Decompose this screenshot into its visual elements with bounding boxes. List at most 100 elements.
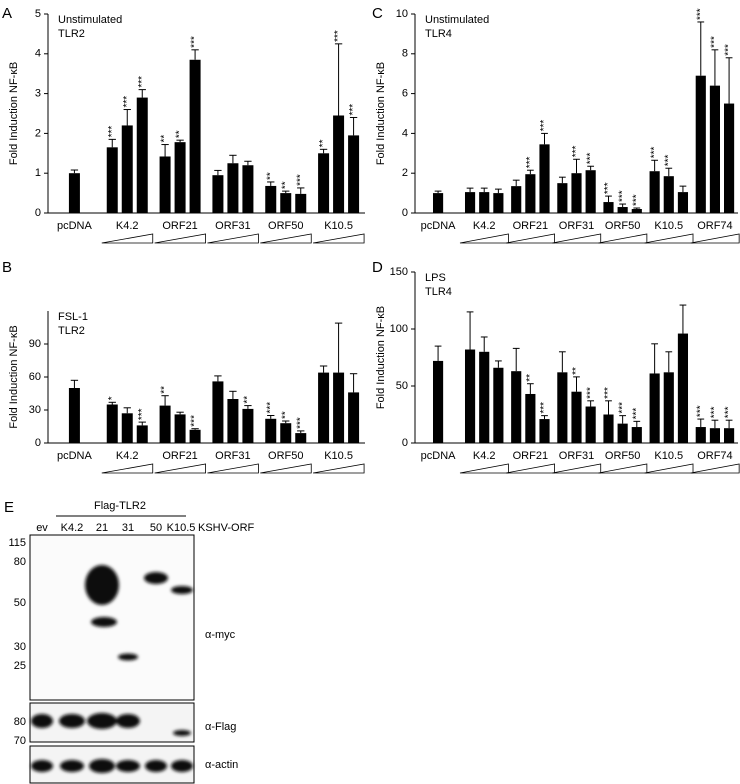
significance: ***: [348, 104, 359, 116]
bar: [68, 173, 80, 213]
blot-panel: E Flag-TLR2 ev K4.2 21 31 50 K10.5 KSHV-…: [4, 499, 255, 784]
dose-triangle: [690, 233, 740, 244]
y-axis-title: Fold Induction NF-κB: [375, 62, 387, 165]
chart-subtitle: TLR2: [58, 325, 85, 337]
bar: [631, 209, 642, 213]
chart-subtitle: TLR4: [425, 28, 452, 40]
significance: ***: [710, 406, 721, 418]
chart-subtitle: TLR2: [58, 28, 85, 40]
bar: [511, 371, 522, 443]
mw-marker: 80: [14, 556, 26, 568]
significance: ***: [539, 120, 550, 132]
panel-letter: A: [2, 5, 12, 22]
significance: ***: [631, 408, 642, 420]
bar: [724, 428, 735, 443]
y-tick-label: 0: [35, 207, 41, 219]
lane-label: ev: [36, 522, 48, 534]
bar: [677, 333, 689, 443]
significance: **: [525, 374, 536, 382]
significance: **: [280, 181, 291, 189]
y-tick-label: 0: [402, 207, 408, 219]
x-tick-label: K10.5: [324, 450, 353, 462]
bar: [557, 372, 568, 443]
y-axis-title: Fold Induction NF-κB: [375, 306, 387, 409]
bar: [212, 175, 224, 213]
dose-triangle: [101, 233, 154, 244]
y-tick-label: 2: [402, 167, 408, 179]
y-tick-label: 4: [402, 127, 408, 139]
dose-triangle: [207, 233, 259, 244]
dose-triangle: [260, 463, 312, 474]
significance: ***: [265, 402, 276, 414]
x-tick-label: K4.2: [116, 220, 139, 232]
bar: [677, 192, 689, 213]
x-tick-label: ORF31: [215, 450, 250, 462]
bar: [585, 170, 596, 213]
x-tick-label: ORF50: [605, 220, 640, 232]
bar: [242, 408, 254, 443]
significance: ***: [585, 152, 596, 164]
dose-triangle: [459, 233, 509, 244]
x-tick-label: K10.5: [324, 220, 353, 232]
lane-label: 21: [96, 522, 108, 534]
bar: [333, 115, 345, 213]
actin-bands: [31, 759, 193, 773]
x-tick-label: pcDNA: [421, 220, 457, 232]
x-tick-label: ORF31: [559, 220, 594, 232]
panel-letter: C: [372, 5, 383, 22]
y-tick-label: 10: [396, 8, 408, 20]
bar: [511, 186, 522, 213]
y-tick-label: 4: [35, 48, 41, 60]
significance: ***: [295, 174, 306, 186]
lane-label: 50: [150, 522, 162, 534]
significance: ***: [724, 44, 735, 56]
significance: ***: [122, 96, 133, 108]
bar: [631, 427, 642, 443]
chart-title: LPS: [425, 272, 446, 284]
y-tick-label: 1: [35, 167, 41, 179]
flag-bands: [31, 713, 191, 736]
y-tick-label: 8: [402, 48, 408, 60]
significance: ***: [295, 417, 306, 429]
lane-label: 31: [122, 522, 134, 534]
bar: [280, 423, 292, 443]
bar: [539, 144, 550, 213]
bar: [663, 372, 674, 443]
significance: ***: [107, 126, 118, 138]
bar: [709, 428, 721, 443]
bar: [663, 176, 674, 213]
significance: ***: [539, 402, 550, 414]
dose-triangle: [644, 233, 694, 244]
significance: **: [175, 130, 186, 138]
bar: [159, 405, 171, 443]
significance: ***: [724, 406, 735, 418]
bar: [68, 388, 80, 443]
bar: [603, 202, 614, 213]
bar: [121, 125, 133, 213]
bar: [189, 59, 201, 213]
bar: [432, 360, 444, 443]
lane-title: KSHV-ORF: [198, 522, 255, 534]
significance: ***: [695, 405, 706, 417]
mw-marker: 70: [14, 735, 26, 747]
bar: [348, 392, 360, 443]
bar: [265, 418, 277, 443]
y-tick-label: 60: [29, 371, 41, 383]
bar: [159, 156, 171, 213]
bar: [106, 404, 118, 443]
x-tick-label: ORF21: [513, 450, 548, 462]
lane-label: K4.2: [61, 522, 84, 534]
bar: [432, 193, 444, 213]
x-tick-label: ORF74: [697, 450, 732, 462]
dose-triangle: [313, 233, 365, 244]
significance: **: [280, 411, 291, 419]
panel-letter: E: [4, 499, 14, 516]
x-tick-label: pcDNA: [57, 220, 93, 232]
significance: ***: [525, 156, 536, 168]
dose-triangle: [506, 463, 555, 474]
significance: ***: [695, 8, 706, 20]
bar: [649, 373, 660, 443]
x-tick-label: ORF50: [268, 450, 303, 462]
bar: [585, 406, 596, 443]
dose-triangle: [154, 233, 206, 244]
